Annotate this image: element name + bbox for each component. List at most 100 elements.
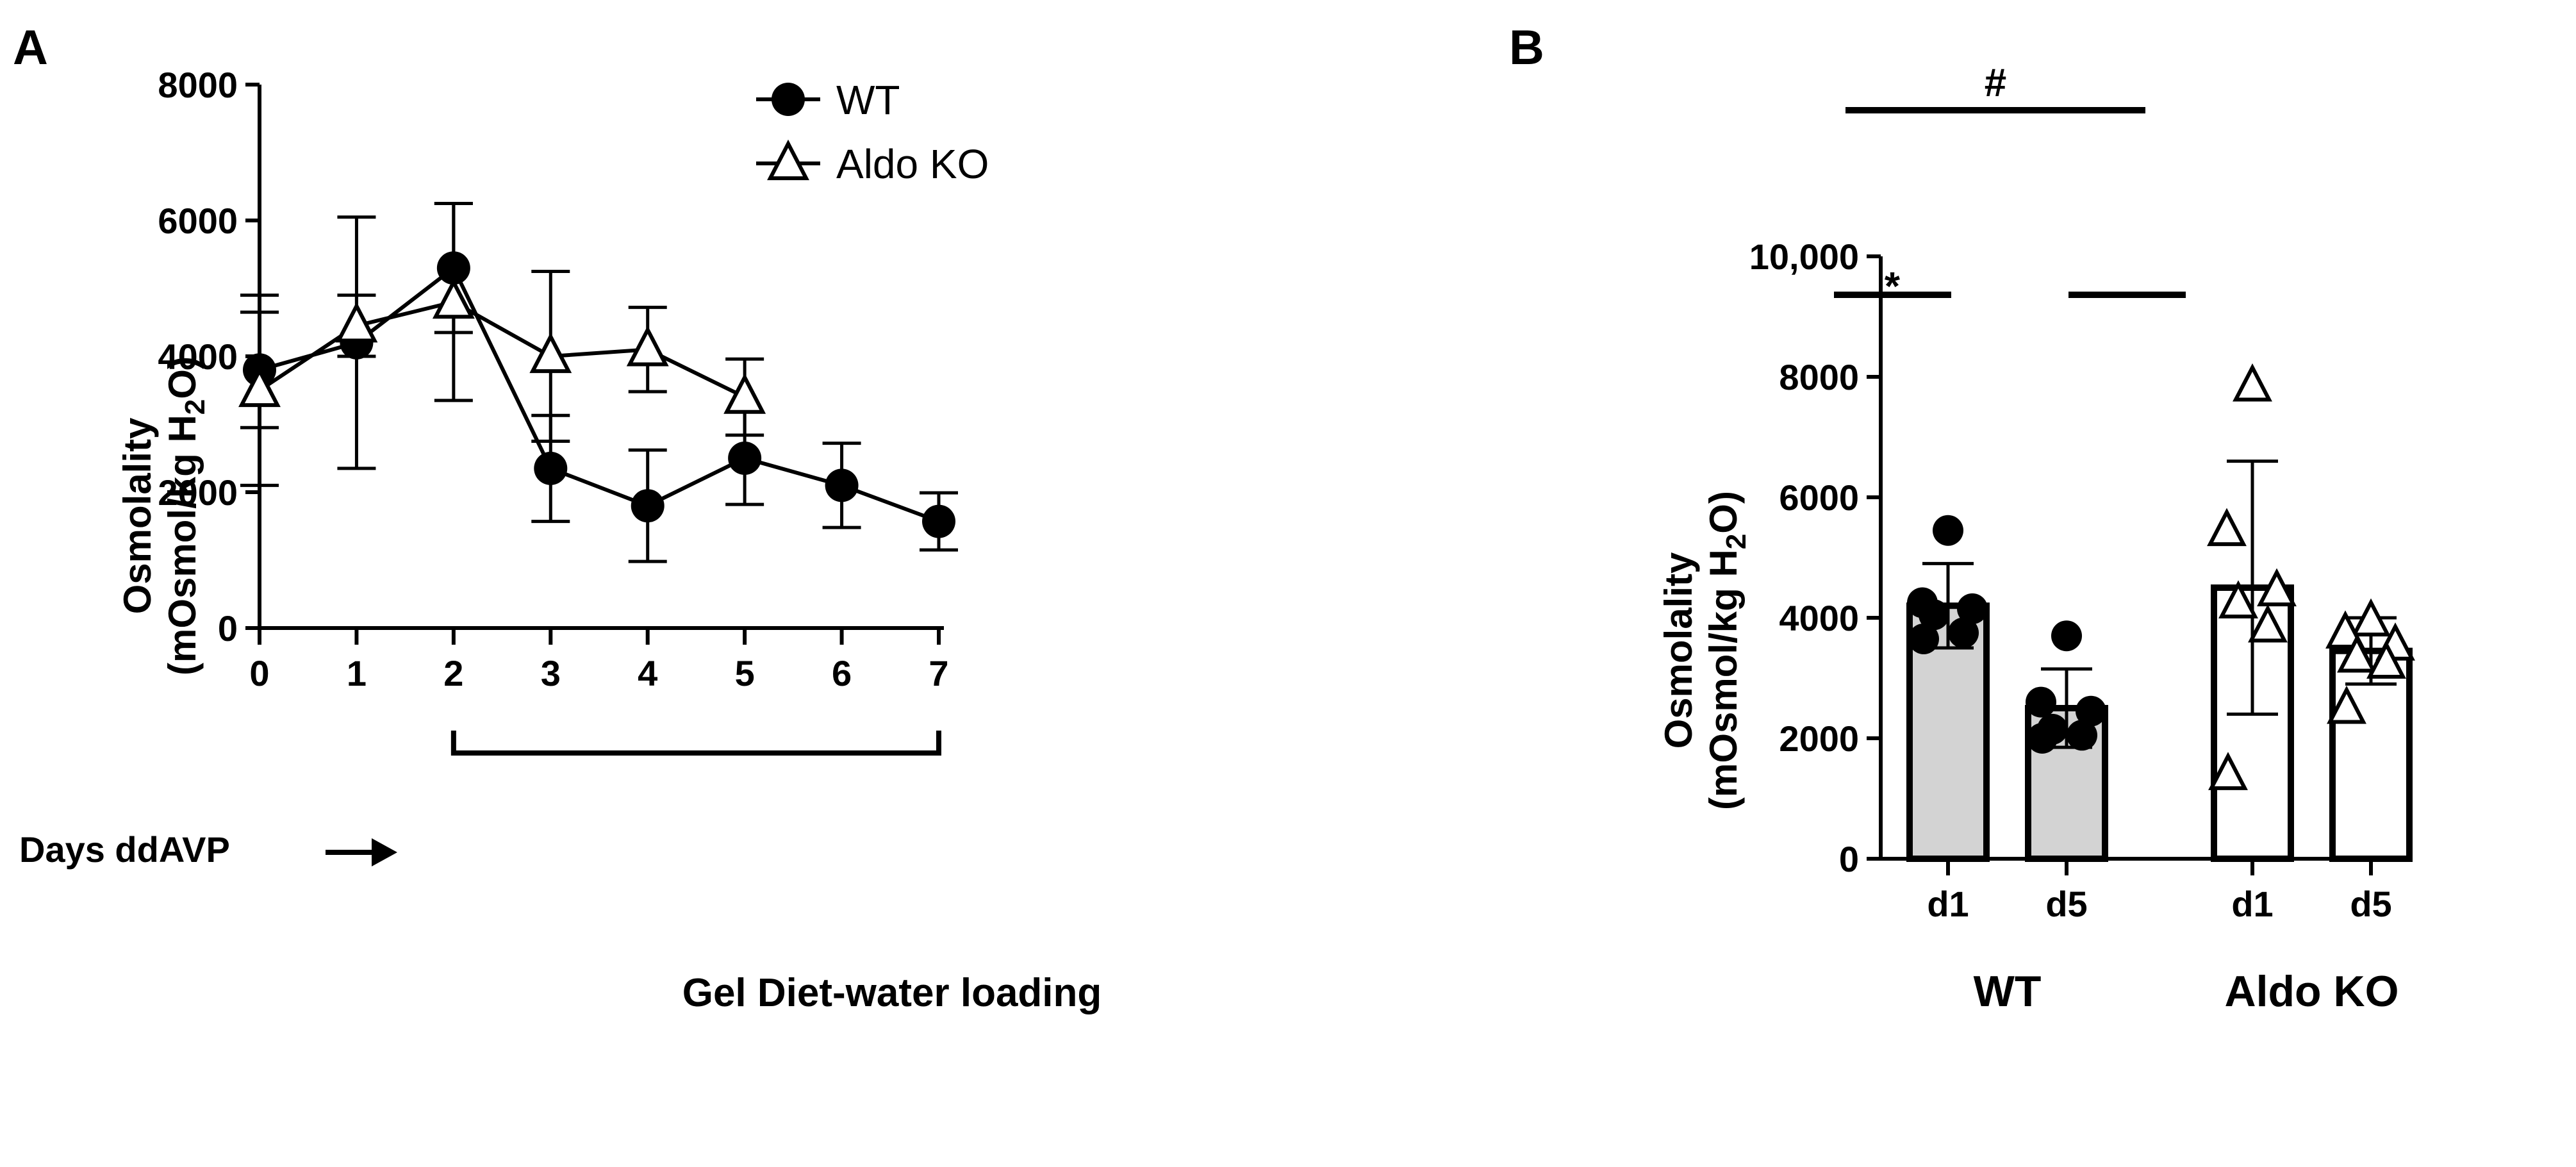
panel-b-y-axis-unit-suffix: O) (1702, 491, 1745, 534)
panel-b-point (2351, 598, 2391, 637)
panel-a-y-axis: 0 2000 4000 6000 8000 (158, 65, 261, 649)
panel-b-group-label-aldo-ko: Aldo KO (2225, 967, 2399, 1016)
panel-a-x-axis: 0 1 2 3 4 5 6 7 (249, 626, 949, 693)
panel-a-y-tick-label: 4000 (158, 336, 238, 377)
panel-a-point (922, 504, 955, 538)
panel-a-y-axis-title: Osmolality (116, 417, 159, 614)
panel-a-y-axis-unit: (mOsmol/kg H2O) (161, 356, 211, 675)
panel-b-point (2027, 723, 2058, 754)
panel-b-point (2218, 580, 2258, 618)
panel-a-y-axis-unit-prefix: (mOsmol/kg H (161, 415, 204, 675)
legend-item-aldo-ko: Aldo KO (756, 139, 989, 187)
panel-a-x-tick-label: 7 (929, 653, 948, 693)
panel-b-point (1908, 623, 1939, 654)
panel-b-y-tick-label: 2000 (1779, 718, 1859, 759)
panel-b-point (2257, 568, 2297, 607)
panel-b-bar-group-3 (2207, 363, 2297, 862)
panel-b-point (2208, 752, 2248, 790)
legend-label-aldo-ko: Aldo KO (836, 141, 989, 187)
panel-a-y-tick-label: 8000 (158, 65, 238, 105)
panel-b-bar-group-2 (2025, 620, 2108, 862)
panel-a-bracket-label: Gel Diet-water loading (682, 971, 1102, 1015)
panel-a-point (626, 326, 669, 367)
panel-b-point (2207, 508, 2247, 547)
panel-b-point (1919, 599, 1949, 631)
panel-b-y-tick-label: 8000 (1779, 357, 1859, 397)
panel-a-point (723, 373, 766, 414)
panel-a-x-tick-label: 4 (638, 653, 657, 693)
panel-b-bar-group-4 (2325, 598, 2415, 862)
panel-b-y-axis-title: Osmolality (1657, 552, 1700, 749)
panel-a-point (728, 442, 762, 475)
panel-b-point (2337, 634, 2377, 673)
panel-b-point (1933, 515, 1963, 546)
panel-a-x-axis-title: Days ddAVP (19, 829, 230, 870)
panel-b-y-axis: 0 2000 4000 6000 8000 10,000 (1749, 236, 1883, 879)
panel-a-y-tick-label: 0 (218, 608, 238, 649)
panel-b-x-tick-label: d1 (1927, 884, 1969, 924)
panel-b-bars (1906, 363, 2415, 862)
panel-b-y-tick-label: 6000 (1779, 477, 1859, 518)
panel-a-x-tick-label: 6 (832, 653, 852, 693)
panel-b-x-tick-label: d5 (2045, 884, 2087, 924)
panel-b-point (1948, 617, 1979, 649)
panel-a-series-aldo-ko (238, 202, 766, 487)
panel-b-x-axis: d1 d5 d1 d5 WT Aldo KO (1874, 857, 2409, 1016)
legend-marker-aldo-ko (767, 139, 809, 181)
panel-b-group-label-wt: WT (1974, 967, 2042, 1016)
panel-b-label: B (1509, 21, 1544, 75)
panel-a-x-tick-label: 3 (541, 653, 561, 693)
legend-item-wt: WT (756, 77, 900, 123)
panel-a-x-axis-arrow (326, 838, 397, 866)
panel-b-x-tick-label: d1 (2231, 884, 2273, 924)
panel-a-series (238, 202, 958, 563)
panel-b-y-tick-label: 4000 (1779, 598, 1859, 638)
panel-b-y-tick-label: 0 (1839, 839, 1859, 879)
panel-a-legend: WT Aldo KO (756, 77, 989, 187)
panel-b-point (2327, 685, 2366, 724)
panel-b-significance-wt: * (1834, 265, 1951, 309)
panel-a-point (631, 489, 665, 523)
panel-a-y-axis-unit-subscript: 2 (179, 399, 211, 415)
panel-b-y-axis-unit-prefix: (mOsmol/kg H (1702, 549, 1745, 810)
panel-b-y-axis-unit-subscript: 2 (1721, 534, 1752, 549)
panel-b-point (1957, 593, 1988, 624)
panel-a-bracket (450, 731, 941, 756)
panel-a-point (335, 301, 378, 343)
panel-a-bracket-line (450, 731, 941, 756)
panel-b-point (2026, 686, 2056, 718)
panel-b-significance-d5: # (1845, 61, 2145, 113)
panel-a-point (529, 332, 572, 374)
panel-b-point (2366, 640, 2406, 679)
panel-b-bar-group-1 (1906, 515, 1990, 862)
panel-b-point (2248, 604, 2288, 643)
panel-a-point (534, 451, 568, 485)
panel-b-point (2067, 720, 2097, 751)
panel-b-point (2325, 610, 2365, 649)
panel-b-y-axis-unit: (mOsmol/kg H2O) (1702, 491, 1752, 810)
panel-a-point (238, 366, 281, 408)
panel-a-y-axis-unit-suffix: O) (161, 356, 204, 399)
legend-label-wt: WT (836, 77, 900, 123)
panel-b-significance-hash: # (1985, 61, 2006, 105)
panel-a-x-tick-label: 5 (735, 653, 755, 693)
panel-a-x-tick-label: 2 (443, 653, 463, 693)
panel-b-significance: *# (1834, 61, 2186, 309)
legend-marker-wt (772, 83, 805, 116)
panel-b: B 0 2000 4000 6000 8000 10,000 Osmolality (mO… (1509, 21, 2415, 1016)
panel-a-point (432, 277, 475, 319)
panel-a-label: A (13, 21, 48, 75)
panel-a-x-tick-label: 1 (347, 653, 367, 693)
panel-b-y-tick-label: 10,000 (1749, 236, 1859, 277)
panel-a-point (825, 468, 859, 502)
panel-b-significance-star: * (1885, 265, 1901, 309)
panel-b-point (2233, 363, 2272, 402)
panel-a-x-tick-label: 0 (249, 653, 269, 693)
panel-b-point (2076, 695, 2106, 727)
panel-a-y-tick-label: 6000 (158, 201, 238, 241)
panel-a-series-wt (240, 202, 958, 563)
panel-b-x-tick-label: d5 (2350, 884, 2391, 924)
panel-a-y-tick-label: 2000 (158, 472, 238, 513)
